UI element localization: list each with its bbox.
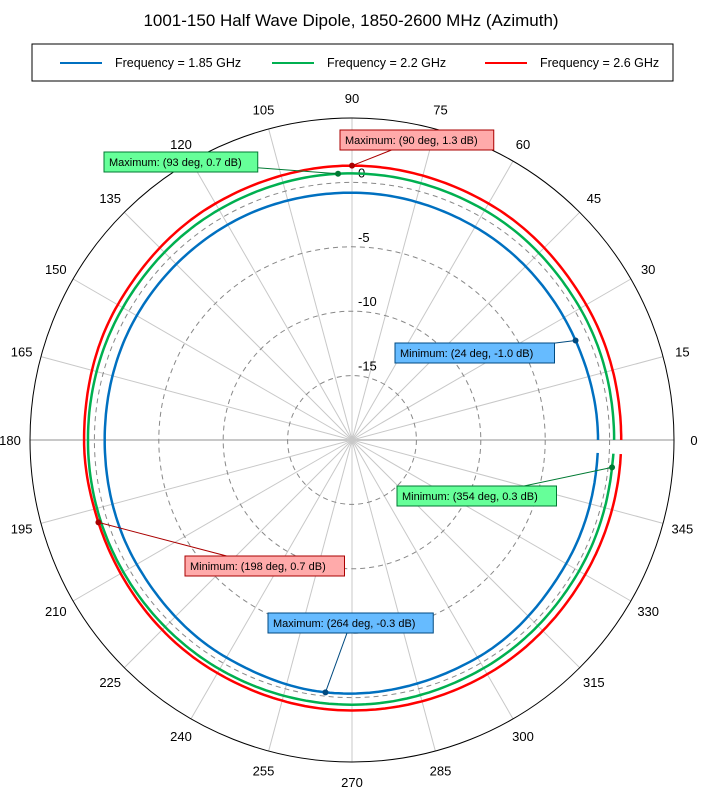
radial-ring [93,181,611,699]
annotation-marker [95,519,102,526]
angle-tick-label: 120 [170,137,192,152]
annotation-box [339,129,495,151]
annotation-box [396,485,557,507]
spoke-line [190,160,353,441]
spoke-line [351,356,664,441]
angle-tick-label: 225 [99,675,121,690]
annotation-marker [335,170,342,177]
angle-tick-label: 0 [690,433,697,448]
spoke-line [351,439,514,720]
angle-tick-label: 195 [11,522,33,537]
spoke-line [123,439,353,669]
angle-tick-label: 105 [253,103,275,118]
annotation-box [103,151,259,173]
spoke-line [72,439,353,602]
angle-tick-label: 255 [253,763,275,778]
angle-tick-label: 300 [512,729,534,744]
spoke-line [72,278,353,441]
angle-tick-label: 150 [45,262,67,277]
angle-tick-label: 90 [345,91,359,106]
annotation-label: Minimum: (354 deg, 0.3 dB) [402,491,538,503]
annotation-marker [572,337,579,344]
spoke-line [123,211,353,441]
annotation-label: Maximum: (93 deg, 0.7 dB) [109,157,242,169]
angle-tick-label: 315 [583,675,605,690]
spoke-line [351,211,581,441]
radial-ring [158,246,546,634]
annotation-leader-line [325,622,352,693]
spoke-line [351,160,514,441]
annotation-label: Minimum: (24 deg, -1.0 dB) [400,348,533,360]
chart-title: 1001-150 Half Wave Dipole, 1850-2600 MHz… [143,11,558,30]
angle-tick-label: 240 [170,729,192,744]
angle-tick-label: 30 [641,262,655,277]
spoke-line [351,439,632,602]
legend-entry: Frequency = 2.2 GHz [327,56,446,70]
annotation-box [267,612,434,634]
angle-tick-label: 15 [675,344,689,359]
series-line [82,164,623,712]
radial-tick-label: -10 [358,294,377,309]
angle-tick-label: 285 [430,763,452,778]
radial-tick-label: -5 [358,230,370,245]
traces [82,164,623,712]
spoke-line [351,439,664,524]
angle-tick-label: 180 [0,433,21,448]
spoke-line [351,439,581,669]
series-line [103,191,600,695]
outer-ring [29,117,675,763]
annotation-label: Maximum: (90 deg, 1.3 dB) [345,135,478,147]
spoke-line [268,128,353,441]
annotation-marker [349,162,355,169]
angle-tick-label: 135 [99,191,121,206]
radial-ring [222,310,482,570]
annotations: Maximum: (93 deg, 0.7 dB) Maximum: (90 de… [95,129,616,696]
legend-entry: Frequency = 2.6 GHz [540,56,659,70]
angle-tick-label: 270 [341,775,363,790]
spoke-line [268,439,353,752]
angle-tick-label: 330 [637,604,659,619]
angle-tick-label: 345 [671,522,693,537]
spoke-line [190,439,353,720]
legend-box [31,43,674,82]
spoke-line [40,439,353,524]
legend: Frequency = 1.85 GHz Frequency = 2.2 GHz F… [31,43,674,82]
annotation-marker [322,689,329,696]
angle-tick-label: 60 [516,137,530,152]
angle-tick-label: 210 [45,604,67,619]
radial-tick-label: -15 [358,359,377,374]
spoke-line [351,128,436,441]
angle-tick-label: 75 [433,103,447,118]
angle-tick-label: 165 [11,344,33,359]
legend-entry: Frequency = 1.85 GHz [115,56,241,70]
annotation-label: Minimum: (198 deg, 0.7 dB) [190,561,326,573]
annotation-box [394,342,555,364]
annotation-marker [609,464,616,471]
angle-tick-label: 45 [587,191,601,206]
annotation-box [184,555,345,577]
series-line [86,172,616,706]
radial-ring [287,375,417,505]
annotation-label: Maximum: (264 deg, -0.3 dB) [273,618,415,630]
spoke-line [351,439,436,752]
